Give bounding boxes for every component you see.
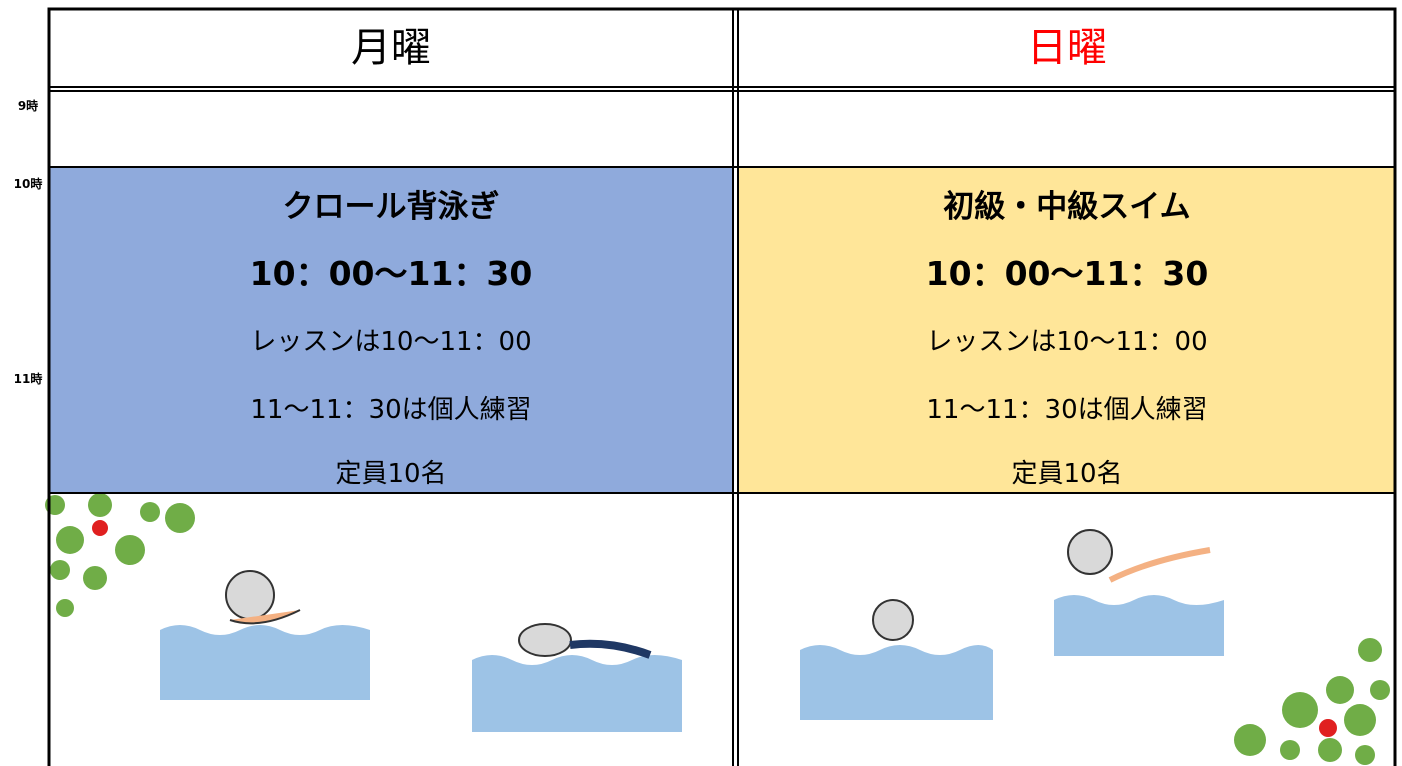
lesson-time: 10：00～11：30 bbox=[249, 254, 533, 293]
time-label: 9時 bbox=[17, 99, 39, 113]
cell-background bbox=[738, 167, 1396, 493]
lesson-note: 定員10名 bbox=[335, 459, 447, 489]
cell-background bbox=[48, 167, 734, 493]
table-borders bbox=[47, 7, 1397, 766]
lesson-note: レッスンは10～11：00 bbox=[250, 327, 532, 357]
day-header: 日曜 bbox=[1027, 25, 1107, 71]
lesson-note: 11～11：30は個人練習 bbox=[250, 395, 532, 425]
ladybug bbox=[92, 520, 108, 536]
day-header: 月曜 bbox=[351, 25, 431, 71]
ladybug bbox=[1319, 719, 1337, 737]
lesson-time: 10：00～11：30 bbox=[925, 254, 1209, 293]
lesson-note: 定員10名 bbox=[1011, 459, 1123, 489]
lesson-cell: 初級・中級スイム 10：00～11：30 レッスンは10～11：00 11～11… bbox=[738, 167, 1396, 493]
time-label: 11時 bbox=[13, 372, 43, 386]
illustration bbox=[160, 529, 1224, 732]
time-label: 10時 bbox=[13, 177, 43, 191]
lesson-title: クロール背泳ぎ bbox=[282, 189, 500, 225]
clover-decoration bbox=[45, 493, 1390, 765]
lesson-note: レッスンは10～11：00 bbox=[926, 327, 1208, 357]
lesson-cell: クロール背泳ぎ 10：00～11：30 レッスンは10～11：00 11～11：… bbox=[48, 167, 734, 493]
lesson-note: 11～11：30は個人練習 bbox=[926, 395, 1208, 425]
lesson-title: 初級・中級スイム bbox=[943, 189, 1191, 225]
